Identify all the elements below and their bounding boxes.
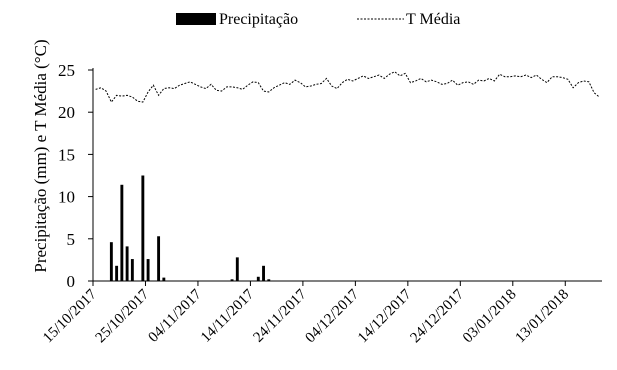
- x-tick-label: 25/10/2017: [93, 286, 153, 346]
- y-tick-label: 5: [67, 230, 76, 249]
- x-tick-label: 04/11/2017: [146, 286, 206, 346]
- x-tick-label: 03/01/2018: [460, 287, 520, 347]
- x-axis: 15/10/201725/10/201704/11/201714/11/2017…: [40, 280, 602, 347]
- precipitation-bar: [130, 259, 134, 281]
- precipitation-bar: [162, 277, 166, 281]
- y-tick-label: 25: [58, 61, 75, 80]
- temperature-series: [95, 71, 600, 104]
- legend: Precipitação T Média: [176, 11, 460, 28]
- legend-swatch-precipitacao: [176, 13, 216, 25]
- x-tick-label: 04/12/2017: [303, 286, 363, 346]
- y-tick-label: 15: [58, 145, 75, 164]
- precipitation-bar: [267, 279, 271, 281]
- temperature-line: [95, 71, 600, 104]
- legend-label-precipitacao: Precipitação: [219, 11, 298, 28]
- legend-label-t-media: T Média: [406, 11, 460, 28]
- y-axis: 0 5 10 15 20 25: [58, 61, 94, 291]
- x-tick-label: 14/11/2017: [198, 286, 258, 346]
- precipitation-bar: [235, 257, 239, 281]
- precipitation-bar: [157, 236, 161, 281]
- precipitation-bar: [115, 265, 119, 281]
- x-tick-label: 15/10/2017: [40, 286, 100, 346]
- x-tick-label: 14/12/2017: [355, 286, 415, 346]
- precipitation-bar: [109, 242, 113, 281]
- precipitation-bar: [120, 184, 124, 281]
- y-tick-label: 20: [58, 103, 75, 122]
- precipitation-bar: [262, 265, 265, 281]
- precipitation-bar: [146, 259, 150, 281]
- x-tick-label: 24/12/2017: [408, 286, 468, 346]
- y-tick-label: 0: [67, 272, 76, 291]
- x-tick-label: 24/11/2017: [250, 286, 310, 346]
- precipitation-bar: [125, 246, 129, 281]
- x-tick-label: 13/01/2018: [512, 287, 572, 347]
- precipitation-series: [109, 175, 271, 281]
- y-axis-label: Precipitação (mm) e T Média (°C): [31, 39, 50, 272]
- precipitation-bar: [141, 175, 145, 281]
- precipitation-bar: [230, 279, 234, 281]
- precipitation-bar: [256, 276, 260, 281]
- y-tick-label: 10: [58, 188, 75, 207]
